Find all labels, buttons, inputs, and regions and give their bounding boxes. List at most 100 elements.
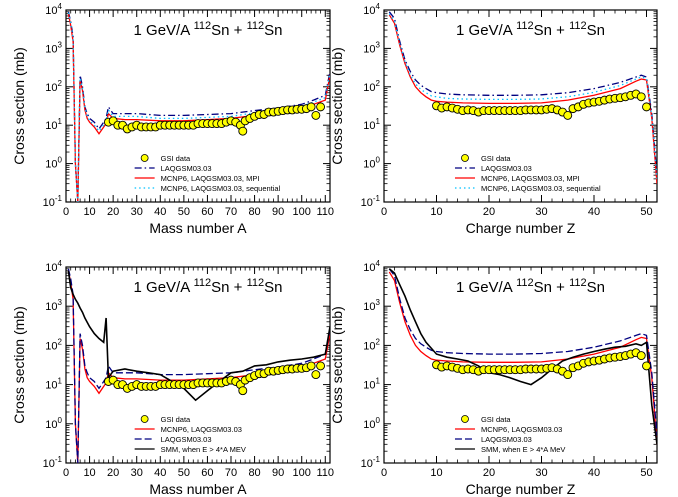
y-tick-label: 100 <box>45 416 62 431</box>
x-tick-label: 40 <box>154 467 166 479</box>
gsi-data-point <box>306 361 316 371</box>
x-tick-label: 40 <box>588 206 600 218</box>
gsi-data-point <box>238 386 248 396</box>
legend-label: MCNP6, LAQGSM03.03, MPI <box>161 174 260 183</box>
y-tick-label: 101 <box>45 117 62 132</box>
x-tick-label: 90 <box>272 467 284 479</box>
legend-label: LAQGSM03.03 <box>481 435 532 444</box>
gsi-data-point <box>306 102 316 112</box>
y-tick-label: 104 <box>45 2 62 17</box>
x-tick-label: 10 <box>83 206 95 218</box>
y-axis-label: Cross section (mb) <box>329 306 345 423</box>
x-axis-label: Charge number Z <box>466 481 576 497</box>
legend-marker <box>140 415 149 423</box>
legend-marker <box>461 415 469 423</box>
x-tick-label: 0 <box>381 206 387 218</box>
x-tick-label: 100 <box>293 467 311 479</box>
y-axis-label: Cross section (mb) <box>11 47 27 164</box>
legend-label: MCNP6, LAQGSM03.03, MPI <box>481 174 580 183</box>
y-tick-label: 103 <box>45 40 62 55</box>
x-tick-label: 40 <box>588 467 600 479</box>
x-tick-label: 20 <box>483 467 495 479</box>
y-tick-label: 102 <box>45 79 62 94</box>
y-tick-label: 10-1 <box>43 455 63 470</box>
gsi-data-point <box>636 92 646 102</box>
legend-label: LAQGSM03.03 <box>161 164 212 173</box>
x-tick-label: 20 <box>107 467 119 479</box>
legend-label: MCNP6, LAQGSM03.03 <box>481 425 562 434</box>
legend-label: MCNP6, LAQGSM03.03, sequential <box>481 184 601 193</box>
legend-label: LAQGSM03.03 <box>481 164 532 173</box>
gsi-data-point <box>642 102 651 112</box>
y-tick-label: 104 <box>363 259 380 274</box>
y-tick-label: 10-1 <box>43 194 63 209</box>
y-tick-label: 103 <box>363 40 380 55</box>
y-tick-label: 100 <box>363 156 380 171</box>
x-tick-label: 30 <box>535 467 547 479</box>
chart-title: 1 GeV/A 112Sn + 112Sn <box>456 20 605 39</box>
x-tick-label: 80 <box>248 467 260 479</box>
legend-label: GSI data <box>481 154 511 163</box>
legend-label: GSI data <box>161 415 191 424</box>
y-tick-label: 102 <box>363 79 380 94</box>
x-tick-label: 0 <box>63 467 69 479</box>
legend-marker <box>461 154 469 162</box>
x-tick-label: 30 <box>131 206 143 218</box>
gsi-data-point <box>642 361 651 371</box>
x-tick-label: 50 <box>640 206 652 218</box>
series-layer <box>67 268 330 463</box>
x-tick-label: 10 <box>83 467 95 479</box>
series-layer <box>67 11 330 202</box>
y-tick-label: 104 <box>45 259 62 274</box>
chart-panel-2: 10-1 100 101 102 103 104 0 10 20 30 40 50 Charge num… <box>329 2 658 236</box>
y-tick-label: 10-1 <box>361 455 381 470</box>
gsi-data-point <box>636 351 646 361</box>
chart-panel-3: 10-1 100 101 102 103 104 0 10 20 30 40 50 60 70 80 90 10… <box>11 259 334 497</box>
legend-label: MCNP6, LAQGSM03.03, sequential <box>161 184 281 193</box>
x-tick-label: 80 <box>248 206 260 218</box>
gsi-data-point <box>311 110 321 120</box>
x-tick-label: 70 <box>225 467 237 479</box>
chart-title: 1 GeV/A 112Sn + 112Sn <box>134 277 283 296</box>
gsi-data-point <box>316 361 326 371</box>
x-tick-label: 10 <box>430 467 442 479</box>
series-line-smm-when-e-4-a-mev <box>67 270 330 402</box>
y-tick-label: 102 <box>363 337 380 352</box>
x-tick-label: 40 <box>154 206 166 218</box>
series-line-mcnp6-laqgsm03-03 <box>388 271 657 445</box>
x-tick-label: 30 <box>131 467 143 479</box>
series-line-smm-when-e-4-a-mev <box>388 268 657 445</box>
y-tick-label: 103 <box>45 298 62 313</box>
x-axis-label: Mass number A <box>149 481 247 497</box>
x-tick-label: 0 <box>381 467 387 479</box>
x-tick-label: 20 <box>107 206 119 218</box>
x-tick-label: 50 <box>178 206 190 218</box>
gsi-data-point <box>563 110 573 120</box>
y-tick-label: 101 <box>363 117 380 132</box>
x-axis-label: Charge number Z <box>466 220 576 236</box>
series-line-mcnp6-laqgsm03-03-mpi <box>388 14 657 184</box>
legend-label: LAQGSM03.03 <box>161 435 212 444</box>
y-tick-label: 100 <box>363 416 380 431</box>
chart-title: 1 GeV/A 112Sn + 112Sn <box>456 277 605 296</box>
x-tick-label: 100 <box>293 206 311 218</box>
x-tick-label: 20 <box>483 206 495 218</box>
x-tick-label: 60 <box>201 206 213 218</box>
y-axis-label: Cross section (mb) <box>329 47 345 164</box>
gsi-data-point <box>563 370 573 380</box>
legend-label: SMM, when E > 4*A MEV <box>161 445 246 454</box>
x-tick-label: 10 <box>430 206 442 218</box>
y-tick-label: 10-1 <box>361 194 381 209</box>
x-axis-label: Mass number A <box>149 220 247 236</box>
legend-label: GSI data <box>161 154 191 163</box>
x-tick-label: 110 <box>317 467 335 479</box>
x-tick-label: 50 <box>640 467 652 479</box>
y-tick-label: 101 <box>363 377 380 392</box>
legend-label: GSI data <box>481 415 511 424</box>
chart-title: 1 GeV/A 112Sn + 112Sn <box>134 20 283 39</box>
y-axis-label: Cross section (mb) <box>11 306 27 423</box>
